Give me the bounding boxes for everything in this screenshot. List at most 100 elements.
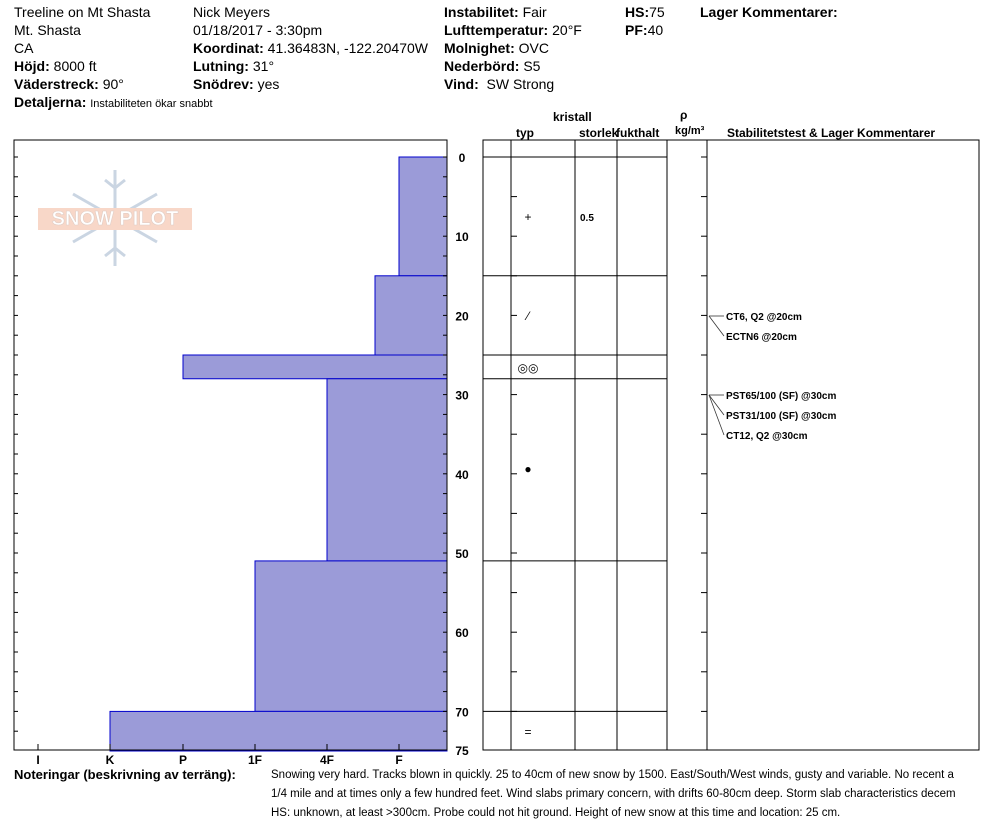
grain-type-symbol: ● xyxy=(524,462,531,476)
depth-tick-label: 30 xyxy=(455,389,469,403)
type-column-header: typ xyxy=(516,126,534,140)
wind-value: SW Strong xyxy=(486,76,555,92)
notes-line-1: Snowing very hard. Tracks blown in quick… xyxy=(271,769,954,781)
wind-loading-label: Snödrev: xyxy=(193,76,254,92)
instability-label: Instabilitet: xyxy=(444,4,519,20)
hs-value: 75 xyxy=(649,4,665,20)
region-name: Mt. Shasta xyxy=(14,22,81,38)
wind-loading-value: yes xyxy=(257,76,280,92)
location-name: Treeline on Mt Shasta xyxy=(14,4,151,20)
elevation-label: Höjd: xyxy=(14,58,50,74)
coordinates-label: Koordinat: xyxy=(193,40,264,56)
hardness-tick-label: 1F xyxy=(248,753,262,767)
precip-value: S5 xyxy=(523,58,541,74)
notes-label: Noteringar (beskrivning av terräng): xyxy=(14,767,236,782)
precip-label: Nederbörd: xyxy=(444,58,520,74)
slope-label: Lutning: xyxy=(193,58,249,74)
test-pointer xyxy=(708,315,725,337)
slope-value: 31° xyxy=(252,58,275,74)
hardness-tick-label: I xyxy=(36,753,39,767)
stability-test-result: CT12, Q2 @30cm xyxy=(726,431,808,442)
stability-test-result: PST65/100 (SF) @30cm xyxy=(726,391,836,402)
grain-type-symbol: = xyxy=(524,725,531,739)
rho-symbol: ρ xyxy=(680,108,688,122)
snow-pilot-logo: SNOW PILOT xyxy=(38,170,192,266)
coordinates-field: Koordinat: 41.36483N, -122.20470W xyxy=(193,40,428,57)
sky-field: Molnighet: OVC xyxy=(444,40,549,57)
elevation-field: Höjd: 8000 ft xyxy=(14,58,96,75)
instability-value: Fair xyxy=(522,4,547,20)
slope-field: Lutning: 31° xyxy=(193,58,274,75)
layer-boundaries xyxy=(483,156,667,712)
wind-field: Vind: SW Strong xyxy=(444,76,554,93)
density-unit: kg/m³ xyxy=(675,125,705,137)
details-label: Detaljerna: xyxy=(14,94,87,110)
layer-table xyxy=(482,139,980,751)
layer-symbols: +0.5 ⁄ ◎◎ ● = xyxy=(518,210,595,739)
wind-loading-field: Snödrev: yes xyxy=(193,76,279,93)
moisture-column-header: fukthalt xyxy=(616,126,660,140)
state-name: CA xyxy=(14,40,34,56)
hs-field: HS:75 xyxy=(625,4,665,21)
stability-test-result: ECTN6 @20cm xyxy=(726,332,797,343)
precip-field: Nederbörd: S5 xyxy=(444,58,540,75)
depth-tick-label: 40 xyxy=(455,468,469,482)
test-pointer xyxy=(708,394,725,436)
depth-tick-label: 10 xyxy=(455,230,469,244)
table-ticks xyxy=(511,156,707,712)
layer-comments-title: Lager Kommentarer: xyxy=(700,4,838,20)
hardness-bar xyxy=(109,710,448,752)
depth-axis: 0 10 20 30 40 50 60 70 75 xyxy=(14,151,469,758)
stability-test-result: PST31/100 (SF) @30cm xyxy=(726,411,836,422)
pf-field: PF:40 xyxy=(625,22,663,39)
depth-tick-label: 70 xyxy=(455,705,469,719)
depth-tick-label: 75 xyxy=(455,744,469,758)
test-pointer xyxy=(708,394,725,416)
hardness-panel-frame xyxy=(13,139,448,751)
notes-line-2: 1/4 mile and at times only a few hundred… xyxy=(271,788,956,800)
observation-datetime: 01/18/2017 - 3:30pm xyxy=(193,22,323,38)
pf-label: PF: xyxy=(625,22,648,38)
hardness-bar xyxy=(182,354,448,380)
size-column-header: storlek xyxy=(579,126,619,140)
hardness-bar xyxy=(398,156,448,277)
stability-tests: CT6, Q2 @20cm ECTN6 @20cm PST65/100 (SF) @… xyxy=(708,312,836,442)
air-temp-value: 20°F xyxy=(552,22,582,38)
pf-value: 40 xyxy=(647,22,664,38)
hardness-tick-label: 4F xyxy=(320,753,334,767)
stability-column-header: Stabilitetstest & Lager Kommentarer xyxy=(727,126,936,140)
hardness-axis: I K P 1F 4F F xyxy=(36,744,403,767)
hardness-bar xyxy=(254,560,448,712)
air-temp-field: Lufttemperatur: 20°F xyxy=(444,22,582,39)
hardness-tick-label: F xyxy=(395,753,402,767)
details-value: Instabiliteten ökar snabbt xyxy=(90,98,213,110)
aspect-label: Väderstreck: xyxy=(14,76,99,92)
air-temp-label: Lufttemperatur: xyxy=(444,22,549,38)
depth-tick-label: 20 xyxy=(455,309,469,323)
hardness-bar xyxy=(374,275,448,356)
grain-size-value: 0.5 xyxy=(580,213,594,224)
elevation-value: 8000 ft xyxy=(53,58,97,74)
details-field: Detaljerna: Instabiliteten ökar snabbt xyxy=(14,94,213,113)
depth-tick-label: 0 xyxy=(459,151,466,165)
sky-value: OVC xyxy=(518,40,549,56)
hardness-tick-label: K xyxy=(106,753,115,767)
aspect-field: Väderstreck: 90° xyxy=(14,76,124,93)
grain-type-symbol: ⁄ xyxy=(524,309,531,323)
coordinates-value: 41.36483N, -122.20470W xyxy=(267,40,428,56)
sky-label: Molnighet: xyxy=(444,40,515,56)
logo-text: SNOW PILOT xyxy=(52,208,179,230)
instability-field: Instabilitet: Fair xyxy=(444,4,547,21)
wind-label: Vind: xyxy=(444,76,479,92)
hs-label: HS: xyxy=(625,4,650,20)
depth-tick-label: 60 xyxy=(455,626,469,640)
observer-name: Nick Meyers xyxy=(193,4,271,20)
grain-type-symbol: ◎◎ xyxy=(518,361,539,375)
hardness-bar xyxy=(326,378,448,562)
grain-type-symbol: + xyxy=(524,210,531,224)
stability-test-result: CT6, Q2 @20cm xyxy=(726,312,802,323)
crystal-column-header: kristall xyxy=(553,110,592,124)
hardness-tick-label: P xyxy=(179,753,187,767)
notes-line-3: HS: unknown, at least >300cm. Probe coul… xyxy=(271,807,841,819)
depth-tick-label: 50 xyxy=(455,547,469,561)
